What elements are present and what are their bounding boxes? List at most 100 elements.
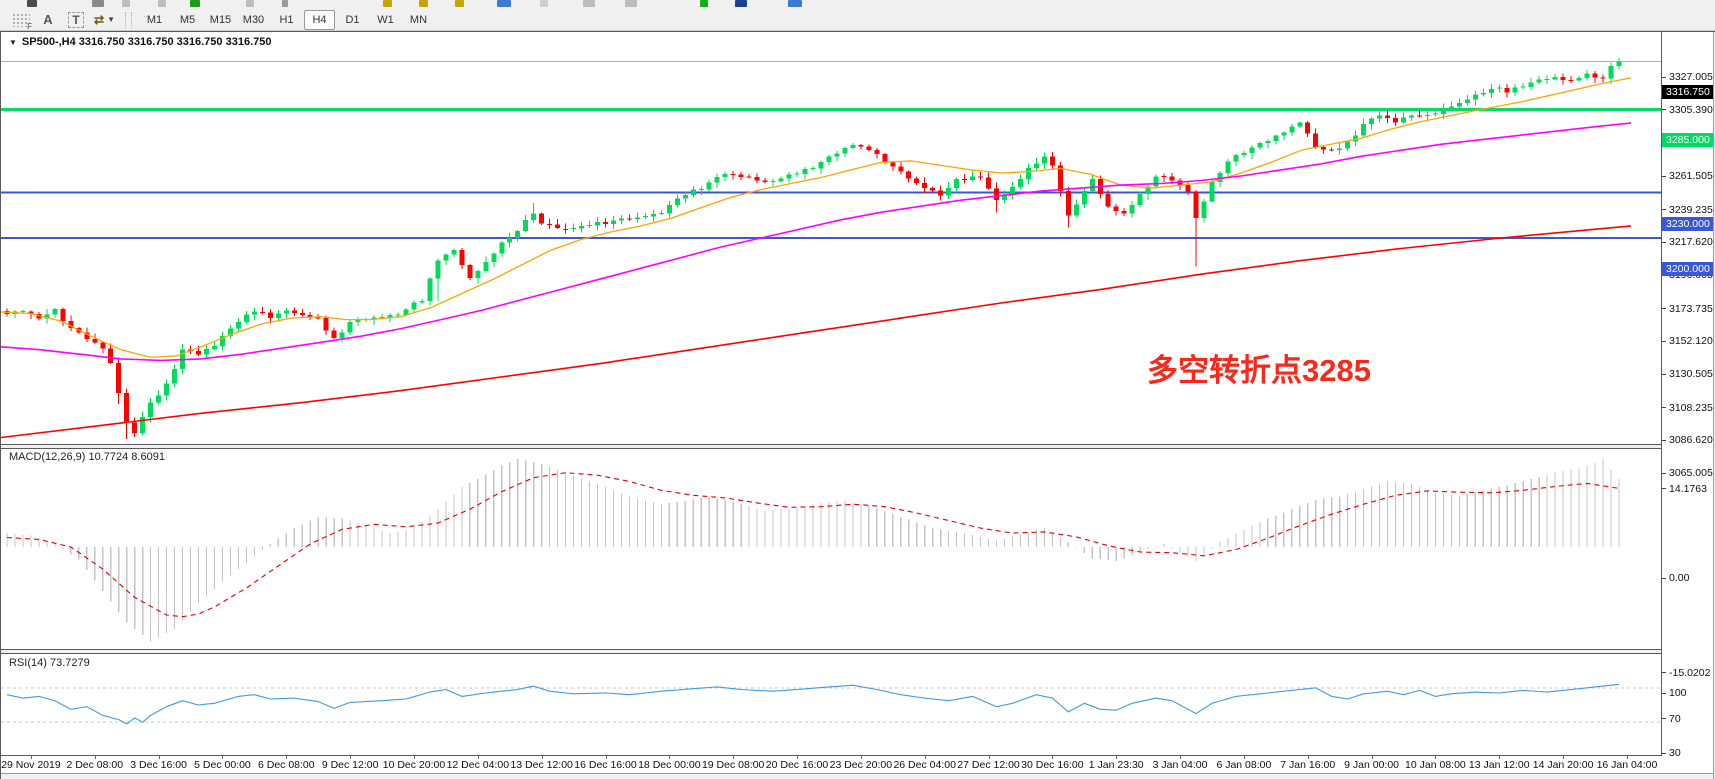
- chart-title: ▼ SP500-,H4 3316.750 3316.750 3316.750 33…: [9, 36, 271, 48]
- tick-dash: [1662, 472, 1666, 474]
- time-axis-label: 3 Dec 16:00: [130, 759, 187, 771]
- panel-splitter: [1, 755, 1714, 756]
- rsi-indicator-label: RSI(14) 73.7279: [9, 657, 90, 669]
- tick-text: 3261.505: [1669, 170, 1713, 182]
- time-axis-label: 16 Jan 04:00: [1596, 759, 1658, 771]
- rsi-line: [6, 683, 1620, 725]
- time-axis-tick: [1435, 756, 1437, 759]
- time-axis-label: 6 Jan 08:00: [1216, 759, 1272, 771]
- tick-dash: [1662, 209, 1666, 211]
- tick-text: 3065.005: [1669, 467, 1713, 479]
- text-box-icon: T: [68, 11, 84, 28]
- cut-off-icon: [282, 0, 288, 7]
- fast-ma-line: [1, 77, 1632, 359]
- cut-off-icon: [788, 0, 802, 7]
- cut-off-icon: [497, 0, 511, 7]
- price-scale-border: [1661, 32, 1662, 756]
- time-axis-label: 19 Dec 08:00: [701, 759, 765, 771]
- time-axis-tick: [1052, 756, 1054, 759]
- timeframe-button-M15[interactable]: M15: [209, 13, 232, 26]
- tick-text: 14.1763: [1669, 482, 1707, 495]
- cut-off-icon: [190, 0, 200, 7]
- time-axis-tick: [222, 756, 224, 759]
- chart-window[interactable]: ▼ SP500-,H4 3316.750 3316.750 3316.750 33…: [0, 31, 1715, 779]
- time-axis-tick: [860, 756, 862, 759]
- tick-dash: [1662, 308, 1666, 310]
- price-axis-tick: 3173.735: [1662, 303, 1713, 315]
- panel-splitter[interactable]: [1, 649, 1714, 654]
- time-axis-label: 10 Jan 08:00: [1405, 759, 1466, 771]
- time-axis-label: 3 Jan 04:00: [1152, 759, 1208, 771]
- tick-dash: [1662, 672, 1666, 674]
- tick-text: 3108.235: [1669, 401, 1713, 414]
- objects-tool[interactable]: ⇄ ▼: [94, 11, 115, 29]
- time-axis-tick: [669, 756, 671, 759]
- grid-icon-label: F: [27, 21, 32, 31]
- rsi-axis-tick: 70: [1662, 713, 1681, 725]
- tick-dash: [1662, 340, 1666, 342]
- time-axis-label: 6 Dec 08:00: [257, 759, 315, 771]
- time-axis-label: 10 Dec 20:00: [382, 759, 446, 771]
- timeframe-button-M1[interactable]: M1: [146, 13, 163, 26]
- price-axis-tick: 3086.620: [1662, 434, 1713, 446]
- price-axis-tick: 3305.390: [1662, 104, 1713, 116]
- timeframe-button-M30[interactable]: M30: [242, 13, 265, 26]
- tick-text: 3239.235: [1669, 203, 1713, 216]
- rsi-panel[interactable]: [1, 654, 1661, 756]
- time-axis-tick: [1563, 756, 1565, 759]
- window-right-edge: [1713, 32, 1715, 779]
- timeframe-button-MN[interactable]: MN: [409, 13, 428, 26]
- rsi-axis-tick: 30: [1662, 747, 1681, 759]
- time-axis-label: 12 Dec 04:00: [446, 759, 510, 771]
- dropdown-caret-icon: ▼: [107, 15, 115, 24]
- macd-panel[interactable]: [1, 449, 1661, 650]
- time-axis-tick: [286, 756, 288, 759]
- timeframe-button-W1[interactable]: W1: [377, 13, 394, 26]
- cut-off-icon: [158, 0, 166, 7]
- price-axis-tick: 3065.005: [1662, 467, 1713, 479]
- text-box-tool[interactable]: T: [66, 11, 86, 29]
- tick-dash: [1662, 718, 1666, 720]
- cut-off-icon: [583, 0, 595, 7]
- collapse-triangle-icon[interactable]: ▼: [9, 38, 17, 47]
- time-axis-label: 23 Dec 20:00: [829, 759, 893, 771]
- time-axis-label: 18 Dec 00:00: [638, 759, 701, 771]
- time-axis-label: 2 Dec 08:00: [66, 759, 124, 771]
- timeframe-toolbar: M1 M5 M15 M30 H1 H4 D1 W1 MN: [138, 9, 435, 30]
- cut-off-icon: [625, 0, 637, 7]
- price-axis-tick: 3108.235: [1662, 402, 1713, 414]
- time-axis-tick: [477, 756, 479, 759]
- panel-splitter[interactable]: [1, 444, 1714, 449]
- timeframe-button-H1[interactable]: H1: [279, 13, 294, 26]
- time-scale[interactable]: 29 Nov 2019 2 Dec 08:00 3 Dec 16:00 5 Dec 0…: [1, 756, 1714, 773]
- price-axis-tick: 3152.120: [1662, 335, 1713, 347]
- window-bottom-edge: [1, 773, 1714, 779]
- price-scale[interactable]: 3327.0053305.3903283.1203261.5053239.235…: [1662, 32, 1713, 779]
- timeframe-button-D1[interactable]: D1: [345, 13, 360, 26]
- time-axis-tick: [1180, 756, 1182, 759]
- grid-dots-icon: F: [12, 12, 32, 31]
- symbol-ohlc-text: SP500-,H4 3316.750 3316.750 3316.750 331…: [21, 36, 272, 48]
- cut-off-icon: [735, 0, 747, 7]
- time-axis-label: 27 Dec 12:00: [957, 759, 1020, 771]
- time-axis-tick: [924, 756, 926, 759]
- time-axis-label: 13 Jan 12:00: [1468, 759, 1530, 771]
- price-axis-tick: 3261.505: [1662, 170, 1713, 182]
- cut-off-icon: [92, 0, 104, 7]
- tick-text: 30: [1669, 747, 1681, 760]
- time-axis-tick: [158, 756, 160, 759]
- time-axis-label: 1 Jan 23:30: [1088, 759, 1144, 771]
- rsi-axis-tick: 100: [1662, 687, 1687, 699]
- time-axis-label: 20 Dec 16:00: [765, 759, 829, 771]
- timeframe-button-M5[interactable]: M5: [179, 13, 196, 26]
- time-axis-label: 9 Dec 12:00: [321, 759, 379, 771]
- time-axis-tick: [605, 756, 607, 759]
- macd-histogram: [6, 458, 1620, 642]
- tick-text: -15.0202: [1669, 666, 1711, 679]
- main-price-chart[interactable]: [1, 35, 1661, 444]
- timeframe-button-H4[interactable]: H4: [303, 9, 335, 30]
- crosshair-grid-icon[interactable]: F: [8, 11, 32, 31]
- text-label-tool[interactable]: A: [38, 11, 58, 29]
- time-axis-tick: [30, 756, 32, 759]
- hline-price-badge: 3200.000: [1662, 261, 1713, 276]
